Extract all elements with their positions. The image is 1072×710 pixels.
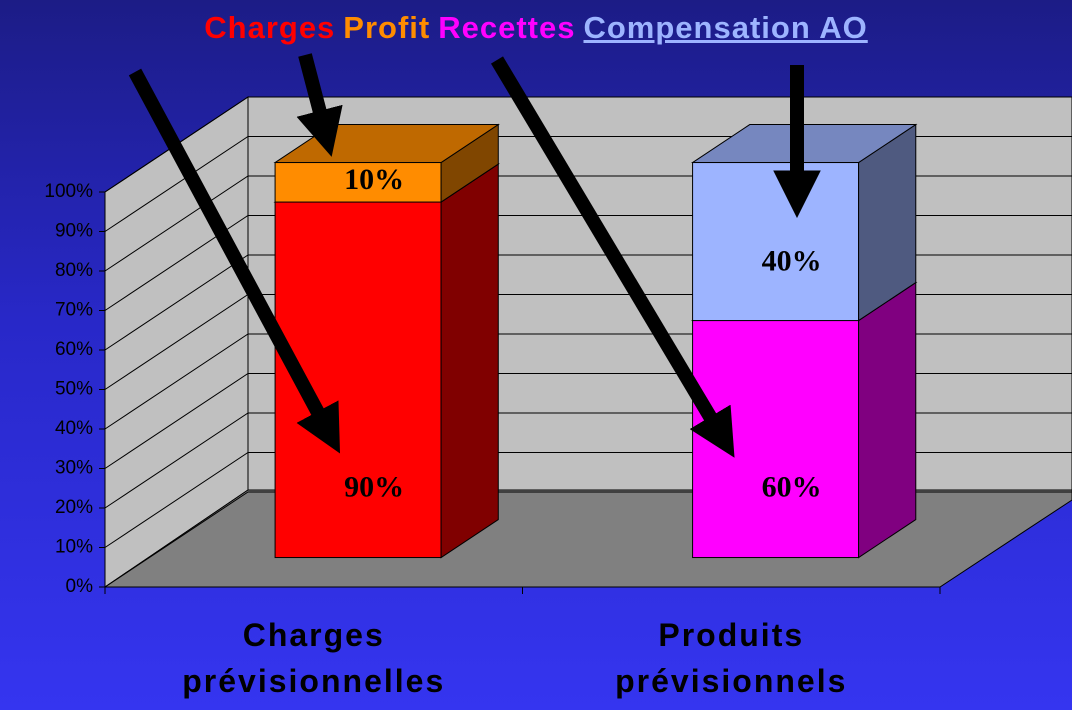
bar-side bbox=[440, 163, 499, 559]
bar-front bbox=[274, 162, 442, 203]
x-tick-label: Charges prévisionnelles bbox=[182, 617, 446, 699]
legend: Charges Profit Recettes Compensation AO bbox=[0, 10, 1072, 46]
floor bbox=[103, 489, 1072, 588]
bar-segment: 90% bbox=[273, 163, 500, 559]
y-tick-label: 90% bbox=[55, 221, 93, 242]
legend-entry: Profit bbox=[343, 10, 431, 45]
arrows bbox=[128, 53, 821, 458]
arrow bbox=[490, 56, 735, 458]
y-tick-label: 10% bbox=[55, 537, 93, 558]
y-tick-label: 50% bbox=[55, 379, 93, 400]
data-label: 10% bbox=[344, 163, 404, 196]
legend-entry: Compensation AO bbox=[583, 10, 868, 45]
y-tick-label: 80% bbox=[55, 260, 93, 281]
bar-segment: 40% bbox=[690, 123, 918, 322]
data-label: 90% bbox=[344, 470, 404, 503]
bar-segment: 60% bbox=[690, 281, 918, 559]
y-tick-label: 60% bbox=[55, 339, 93, 360]
bar-side bbox=[858, 281, 917, 559]
bar-front bbox=[692, 162, 860, 322]
y-tick-label: 40% bbox=[55, 418, 93, 439]
bar-front bbox=[692, 320, 860, 559]
arrow bbox=[296, 53, 343, 157]
x-tick-label: Produits prévisionnels bbox=[615, 617, 848, 699]
arrow bbox=[128, 68, 341, 454]
y-tick-label: 20% bbox=[55, 497, 93, 518]
legend-entry: Charges bbox=[204, 10, 336, 45]
y-tick-label: 30% bbox=[55, 458, 93, 479]
data-label: 60% bbox=[762, 470, 822, 503]
data-label: 40% bbox=[762, 244, 822, 277]
legend-entry: Recettes bbox=[438, 10, 576, 45]
y-tick-label: 70% bbox=[55, 300, 93, 321]
chart-walls bbox=[103, 96, 1072, 588]
y-tick-label: 0% bbox=[66, 576, 94, 597]
y-tick-label: 100% bbox=[44, 181, 93, 202]
